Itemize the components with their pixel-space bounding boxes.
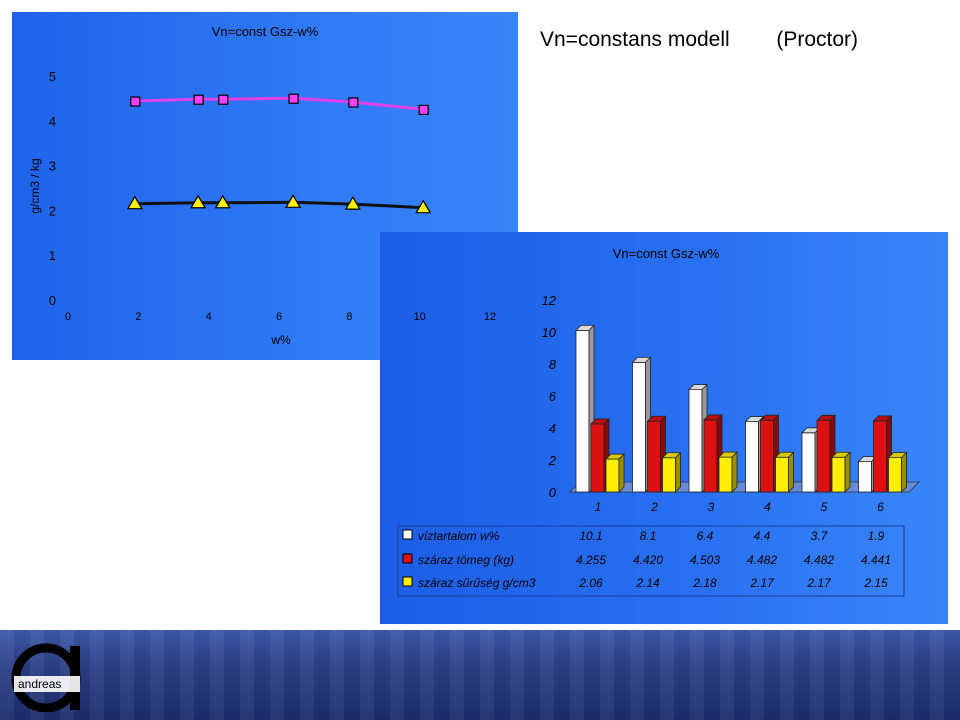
x-tick-label: 6 xyxy=(276,311,282,323)
bar-side xyxy=(788,451,794,493)
bar xyxy=(575,329,590,493)
bar-chart-title: Vn=const Gsz-w% xyxy=(613,246,720,261)
logo-text: andreas xyxy=(18,677,61,691)
x-tick-label: 12 xyxy=(484,311,496,323)
bar-y-tick-label: 8 xyxy=(549,357,557,372)
data-point-square xyxy=(418,104,429,115)
legend-label: száraz tömeg (kg) xyxy=(418,553,514,567)
legend-swatch xyxy=(402,553,413,564)
legend-label: víztartalom w% xyxy=(418,529,500,543)
table-cell: 4.441 xyxy=(861,553,891,567)
bar xyxy=(632,361,646,493)
bar-y-tick-label: 12 xyxy=(542,293,557,308)
line-chart-title: Vn=const Gsz-w% xyxy=(212,24,319,39)
category-label: 2 xyxy=(650,500,658,514)
bar xyxy=(745,421,759,493)
andreas-logo: andreas xyxy=(11,643,81,712)
table-cell: 10.1 xyxy=(579,529,602,543)
data-point-triangle xyxy=(214,194,231,209)
bar xyxy=(662,457,676,493)
series-line xyxy=(134,200,424,210)
y-tick-label: 1 xyxy=(49,248,56,263)
data-point-square xyxy=(288,93,299,104)
category-label: 4 xyxy=(764,500,771,514)
bar xyxy=(888,457,902,493)
x-axis-label: w% xyxy=(270,333,291,347)
data-point-square xyxy=(218,94,229,105)
bar-side xyxy=(731,451,738,493)
category-label: 1 xyxy=(595,500,602,514)
table-cell: 2.18 xyxy=(692,576,717,590)
bar-side xyxy=(618,453,625,493)
table-cell: 8.1 xyxy=(640,529,657,543)
data-point-square xyxy=(348,97,359,108)
table-cell: 4.482 xyxy=(804,553,834,567)
bar xyxy=(831,456,846,493)
category-label: 6 xyxy=(877,500,884,514)
series-line xyxy=(134,96,424,111)
data-point-triangle xyxy=(344,195,361,210)
bar xyxy=(858,461,872,493)
table-cell: 4.503 xyxy=(690,553,720,567)
table-cell: 2.17 xyxy=(749,576,775,590)
data-point-triangle xyxy=(190,194,207,209)
bar-y-tick-label: 2 xyxy=(548,453,557,468)
bar xyxy=(590,423,605,493)
bar-y-tick-label: 0 xyxy=(549,485,557,500)
data-point-square xyxy=(130,96,141,107)
footer-band xyxy=(0,630,960,720)
x-tick-label: 2 xyxy=(135,311,141,323)
table-cell: 2.06 xyxy=(578,576,603,590)
legend-swatch xyxy=(402,529,413,540)
bar xyxy=(688,389,703,493)
y-axis-label: g/cm3 / kg xyxy=(28,158,42,213)
legend-label: száraz sűrűség g/cm3 xyxy=(418,576,536,590)
bar-y-tick-label: 6 xyxy=(549,389,557,404)
bar-y-tick-label: 10 xyxy=(542,325,557,340)
bar-side xyxy=(675,451,681,493)
table-cell: 1.9 xyxy=(868,529,885,543)
table-cell: 2.15 xyxy=(863,576,888,590)
table-cell: 2.14 xyxy=(635,576,660,590)
x-tick-label: 10 xyxy=(414,311,426,323)
data-point-square xyxy=(193,94,204,105)
bar xyxy=(801,432,816,493)
table-cell: 4.4 xyxy=(754,529,771,543)
bar xyxy=(647,420,661,493)
bar-side xyxy=(844,451,851,493)
table-cell: 6.4 xyxy=(697,529,714,543)
data-point-triangle xyxy=(415,199,432,214)
y-tick-label: 2 xyxy=(49,203,56,218)
x-tick-label: 0 xyxy=(65,311,71,323)
data-point-triangle xyxy=(285,194,302,208)
bar xyxy=(816,419,831,493)
bar xyxy=(775,456,789,493)
y-tick-label: 0 xyxy=(49,293,56,308)
y-tick-label: 5 xyxy=(49,69,56,84)
x-tick-label: 8 xyxy=(346,311,352,323)
data-table xyxy=(397,525,905,597)
table-cell: 3.7 xyxy=(811,529,829,543)
legend-swatch xyxy=(402,576,413,587)
bar xyxy=(605,458,620,493)
data-point-triangle xyxy=(126,195,143,210)
bar xyxy=(873,420,887,493)
slide-title: Vn=constans modell (Proctor) xyxy=(540,28,859,51)
category-label: 5 xyxy=(821,500,828,514)
y-tick-label: 3 xyxy=(49,159,56,174)
bar xyxy=(760,419,774,493)
category-label: 3 xyxy=(708,500,715,514)
table-cell: 4.255 xyxy=(576,553,606,567)
table-cell: 4.482 xyxy=(747,553,777,567)
table-cell: 2.17 xyxy=(806,576,832,590)
x-tick-label: 4 xyxy=(206,311,212,323)
y-tick-label: 4 xyxy=(49,114,56,129)
bar xyxy=(718,456,733,493)
bar-side xyxy=(901,451,907,493)
table-cell: 4.420 xyxy=(633,553,663,567)
bar-y-tick-label: 4 xyxy=(549,421,556,436)
bar xyxy=(703,419,718,493)
